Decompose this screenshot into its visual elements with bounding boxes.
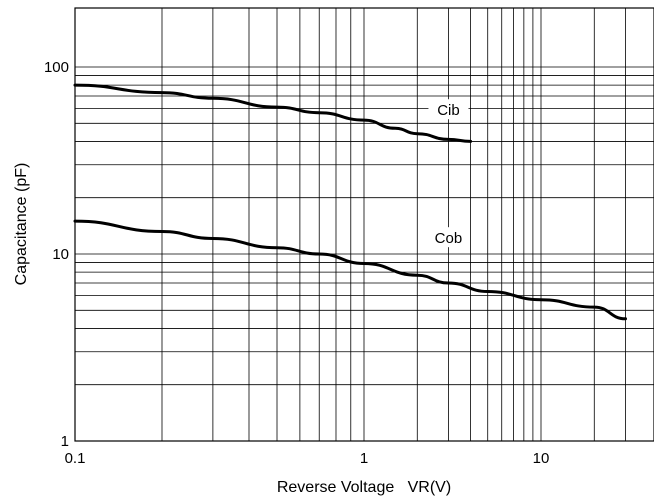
- series-lines: [73, 83, 627, 321]
- series-label-cob: Cob: [435, 230, 463, 247]
- y-axis-title: Capacitance (pF): [13, 163, 30, 286]
- y-tick-label: 100: [44, 59, 69, 76]
- grid: [75, 8, 654, 441]
- plot-background: [75, 8, 654, 441]
- plot-frame: [74, 7, 654, 442]
- y-tick-label: 1: [61, 433, 69, 450]
- y-tick-label: 10: [52, 246, 69, 263]
- series-line-cob: [73, 219, 627, 321]
- series-line-cib: [73, 83, 473, 143]
- x-tick-label: 1: [360, 450, 368, 467]
- series-label-bg: [428, 99, 469, 120]
- x-tick-label: 10: [533, 450, 550, 467]
- series-label-bg: [428, 227, 469, 248]
- x-axis-title: Reverse Voltage VR(V): [277, 479, 451, 496]
- series-labels: Cib Cob: [428, 99, 469, 248]
- series-label-cib: Cib: [437, 102, 460, 119]
- x-tick-label: 0.1: [65, 450, 86, 467]
